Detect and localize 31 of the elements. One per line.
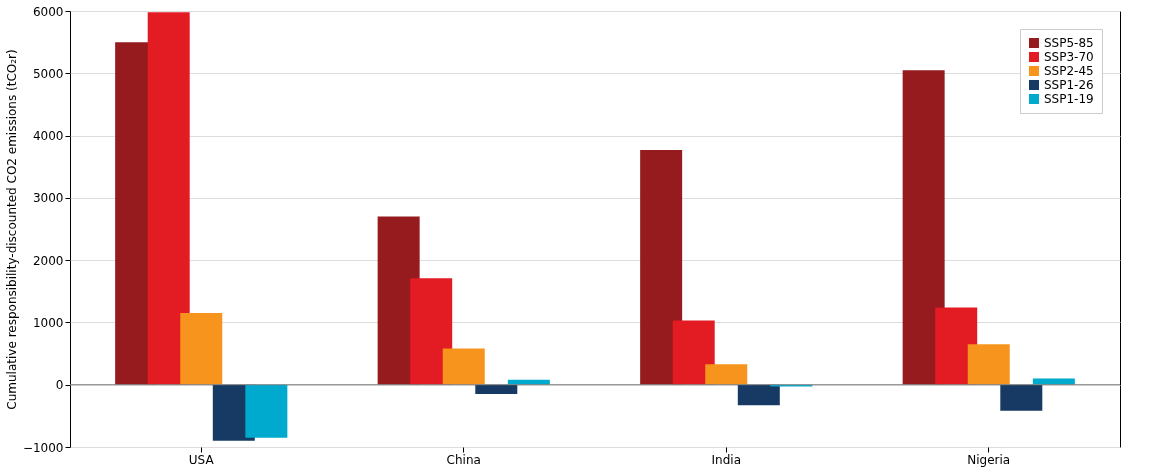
bar: [147, 12, 190, 385]
legend-label: SSP1-26: [1044, 78, 1094, 92]
y-tick-label: 0: [55, 378, 64, 393]
bar: [1000, 384, 1043, 411]
x-tick-label: India: [711, 452, 741, 467]
bar: [902, 70, 945, 385]
bar: [245, 384, 288, 438]
bar: [737, 384, 780, 406]
y-tick-label: 1000: [32, 315, 64, 330]
bar: [180, 313, 223, 385]
y-axis-title: Cumulative responsibility-discounted CO2 emissions (tCO₂r): [4, 49, 19, 410]
bar: [475, 384, 518, 395]
x-tick-label: China: [446, 452, 481, 467]
y-tick-label: 2000: [32, 253, 64, 268]
legend-label: SSP3-70: [1044, 50, 1094, 64]
y-tick-label: 5000: [32, 66, 64, 81]
legend-label: SSP5-85: [1044, 36, 1094, 50]
bar: [640, 149, 683, 385]
bar: [967, 344, 1010, 385]
bar: [410, 278, 453, 385]
x-tick-label: USA: [188, 452, 215, 467]
legend-label: SSP2-45: [1044, 64, 1094, 78]
y-tick-label: 6000: [32, 4, 64, 19]
x-tick-label: Nigeria: [967, 452, 1011, 467]
y-tick-label: −1000: [22, 440, 64, 455]
bar: [442, 348, 485, 385]
legend-label: SSP1-19: [1044, 92, 1094, 106]
y-tick-label: 4000: [32, 129, 64, 144]
bar: [672, 320, 715, 385]
y-tick-label: 3000: [32, 191, 64, 206]
bar: [705, 364, 748, 385]
